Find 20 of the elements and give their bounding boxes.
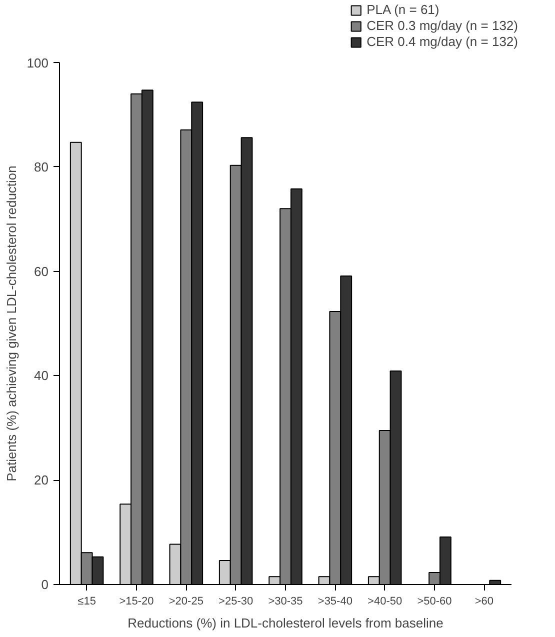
- y-tick-label: 80: [34, 159, 49, 174]
- y-tick-label: 20: [34, 472, 49, 488]
- x-tick-label: >60: [474, 596, 494, 608]
- x-tick-label: >40-50: [368, 596, 402, 608]
- y-axis-title: Patients (%) achieving given LDL-cholesterol reduction: [4, 166, 19, 482]
- x-tick-label: >20-25: [168, 596, 204, 608]
- x-tick-label: >50-60: [417, 596, 452, 608]
- y-tick-label: 0: [41, 577, 49, 592]
- x-tick-label: >25-30: [218, 596, 254, 608]
- x-axis-title: Reductions (%) in LDL-cholesterol levels from baseline: [128, 616, 444, 630]
- x-tick-label: ≤15: [78, 596, 96, 608]
- y-tick-label: 40: [34, 368, 49, 384]
- y-tick-label: 100: [26, 56, 49, 70]
- x-tick-label: >35-40: [318, 596, 352, 608]
- legend-label: CER 0.4 mg/day (n = 132): [366, 34, 518, 49]
- y-tick-label: 60: [34, 264, 49, 279]
- legend-label: PLA (n = 61): [366, 2, 440, 17]
- x-tick-label: >30-35: [268, 596, 303, 608]
- x-tick-label: >15-20: [119, 596, 154, 608]
- legend-label: CER 0.3 mg/day (n = 132): [366, 18, 518, 33]
